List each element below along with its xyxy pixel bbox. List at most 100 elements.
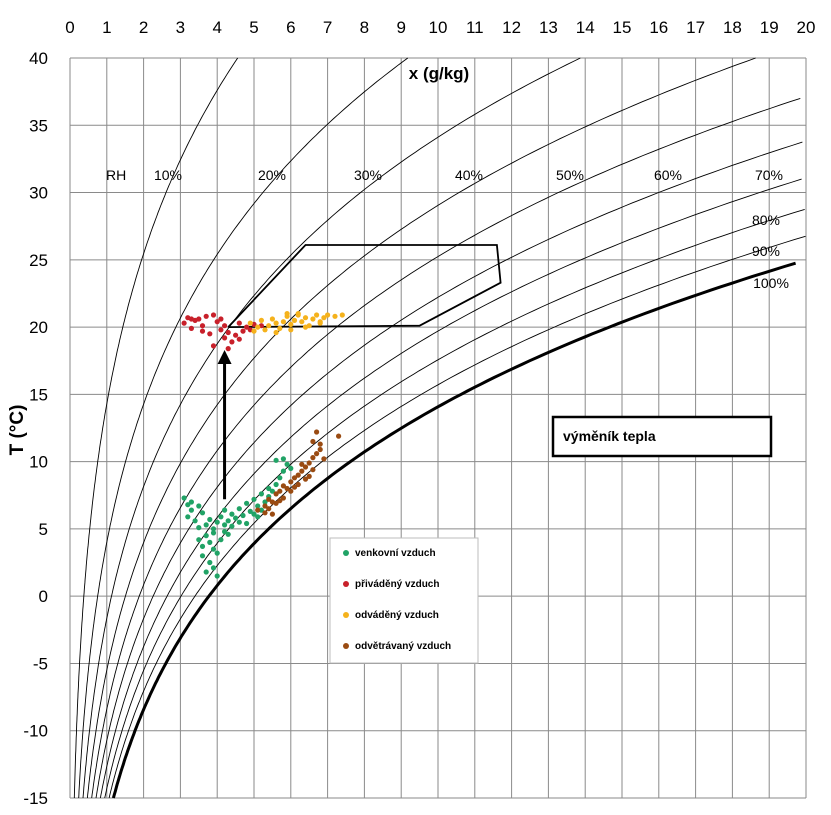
data-point [266,506,272,512]
data-point [236,519,242,525]
rh-curve [95,141,803,799]
data-point [222,507,228,513]
data-point [277,325,283,331]
data-point [314,312,320,318]
data-point [314,429,320,435]
data-point [310,455,316,461]
data-point [185,502,191,508]
x-tick-label: 6 [286,18,295,37]
y-tick-labels: 40 35 30 25 20 15 10 5 0 -5 -10 -15 [23,49,48,808]
arrow-head [217,349,232,364]
data-point [273,457,279,463]
data-point [203,522,209,528]
data-point [225,518,231,524]
rh-curve [99,178,802,799]
data-point [188,499,194,505]
annotation-box: výměník tepla [551,415,773,458]
data-point [218,514,224,520]
data-point [273,500,279,506]
data-point [218,537,224,543]
data-point [207,539,213,546]
data-point [321,315,327,321]
rh-label: 40% [455,167,483,183]
rh-curve [111,261,797,799]
data-point [214,573,220,579]
data-points [181,311,345,579]
data-point [188,316,194,322]
rh-label: 100% [753,275,789,291]
y-tick-label: 10 [29,453,48,472]
data-point [210,546,217,552]
x-tick-label: 2 [139,18,148,37]
data-point [181,495,187,501]
data-point [288,321,294,327]
data-point [203,533,209,539]
x-tick-label: 19 [760,18,779,37]
data-point [207,331,213,337]
rh-label: 10% [154,167,182,183]
data-point [317,446,323,453]
annotation-text: výměník tepla [563,428,656,444]
data-point [251,328,257,334]
rh-curve [73,57,239,799]
rh-label: 60% [654,167,682,183]
data-point [229,339,235,345]
data-point [251,496,257,502]
data-point [277,498,283,504]
data-point [229,511,235,517]
data-point [196,537,202,543]
data-point [266,496,272,502]
data-point [203,569,209,575]
data-point [306,473,312,479]
data-point [299,319,305,325]
data-point [236,320,242,326]
data-point [273,320,279,326]
legend-label: odváděný vzduch [355,610,439,621]
data-point [273,491,279,497]
legend-frame [329,537,479,664]
x-tick-label: 17 [686,18,705,37]
data-point [339,312,345,318]
data-point [196,503,202,509]
data-point [207,516,213,523]
data-point [258,507,264,513]
x-tick-label: 12 [502,18,521,37]
data-point [295,311,301,317]
data-point [255,503,261,509]
data-point [262,510,268,516]
data-point [199,510,206,516]
data-point [214,319,220,325]
data-point [210,312,217,318]
y-tick-label: 20 [29,318,48,337]
data-point [262,327,268,333]
data-point [310,438,316,445]
data-point [222,323,228,329]
data-point [269,511,275,517]
data-point [291,475,298,481]
data-point [310,316,316,322]
data-point [325,312,331,318]
annotation-frame [551,415,773,458]
x-axis-title: x (g/kg) [409,64,469,83]
data-point [266,323,272,329]
x-tick-label: 7 [323,18,332,37]
rh-curve [104,208,805,799]
data-point [262,499,268,505]
rh-curve [82,57,581,799]
data-point [295,472,301,478]
data-point [192,518,198,524]
legend-marker [343,550,349,556]
data-point [288,465,294,471]
data-point [299,468,305,474]
x-tick-label: 4 [212,18,221,37]
rh-curve [91,97,801,799]
data-point [291,484,298,490]
data-point [280,483,286,489]
data-point [185,514,191,520]
data-point [181,320,187,326]
data-point [277,475,283,481]
data-point [280,319,286,325]
data-point [273,481,279,488]
data-point [247,320,253,326]
data-point [269,316,275,322]
